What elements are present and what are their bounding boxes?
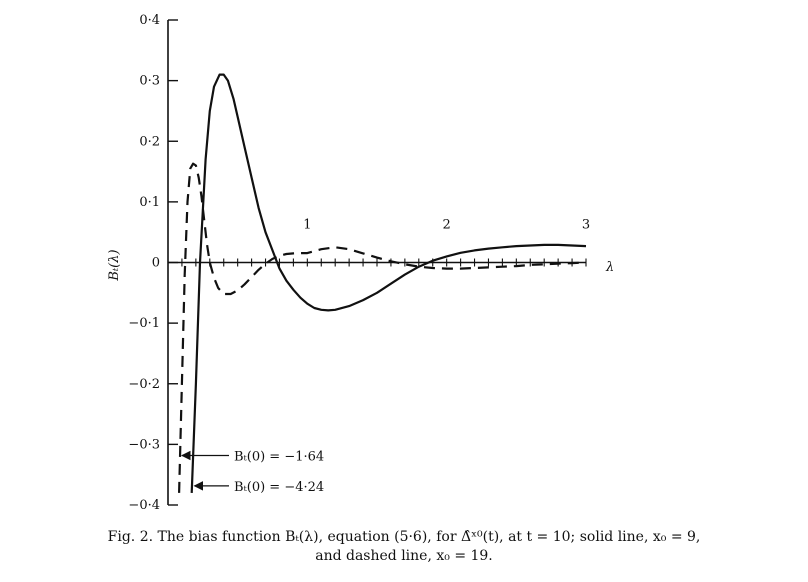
bias-function-chart: 0·4 0·3 0·2 0·1 0 −0·1 −0·2 −0·3 −0·4 1 2 3 Bₜ(0) =… bbox=[107, 13, 614, 513]
y-tick-label: 0·4 bbox=[139, 13, 160, 28]
y-tick-label: 0·1 bbox=[139, 195, 160, 210]
series-group bbox=[178, 73, 587, 493]
y-tick-label: 0·3 bbox=[139, 74, 160, 89]
solid-series-line bbox=[190, 73, 587, 493]
y-tick-label: 0·2 bbox=[139, 134, 160, 149]
x-tick-label: 3 bbox=[582, 218, 590, 233]
x-tick-label: 2 bbox=[443, 218, 451, 233]
annotation-label: Bₜ(0) = −4·24 bbox=[234, 480, 324, 495]
x-tick-label: 1 bbox=[303, 218, 311, 233]
ticks: 0·4 0·3 0·2 0·1 0 −0·1 −0·2 −0·3 −0·4 1 2 3 bbox=[128, 13, 590, 513]
caption-line-1: Fig. 2. The bias function Bₜ(λ), equatio… bbox=[107, 529, 701, 545]
figure-caption: Fig. 2. The bias function Bₜ(λ), equatio… bbox=[0, 528, 808, 566]
y-axis-title: Bₜ(λ) bbox=[107, 249, 122, 281]
y-tick-label: 0 bbox=[152, 256, 160, 271]
y-tick-label: −0·3 bbox=[128, 437, 160, 452]
caption-line-2: and dashed line, x₀ = 19. bbox=[315, 548, 493, 564]
annotations: Bₜ(0) = −1·64 Bₜ(0) = −4·24 bbox=[180, 450, 324, 495]
annotation-label: Bₜ(0) = −1·64 bbox=[234, 450, 324, 465]
y-tick-label: −0·4 bbox=[128, 498, 160, 513]
y-tick-label: −0·2 bbox=[128, 377, 160, 392]
x-axis-title: λ bbox=[605, 260, 614, 275]
dashed-series-line bbox=[178, 162, 587, 493]
y-tick-label: −0·1 bbox=[128, 316, 160, 331]
